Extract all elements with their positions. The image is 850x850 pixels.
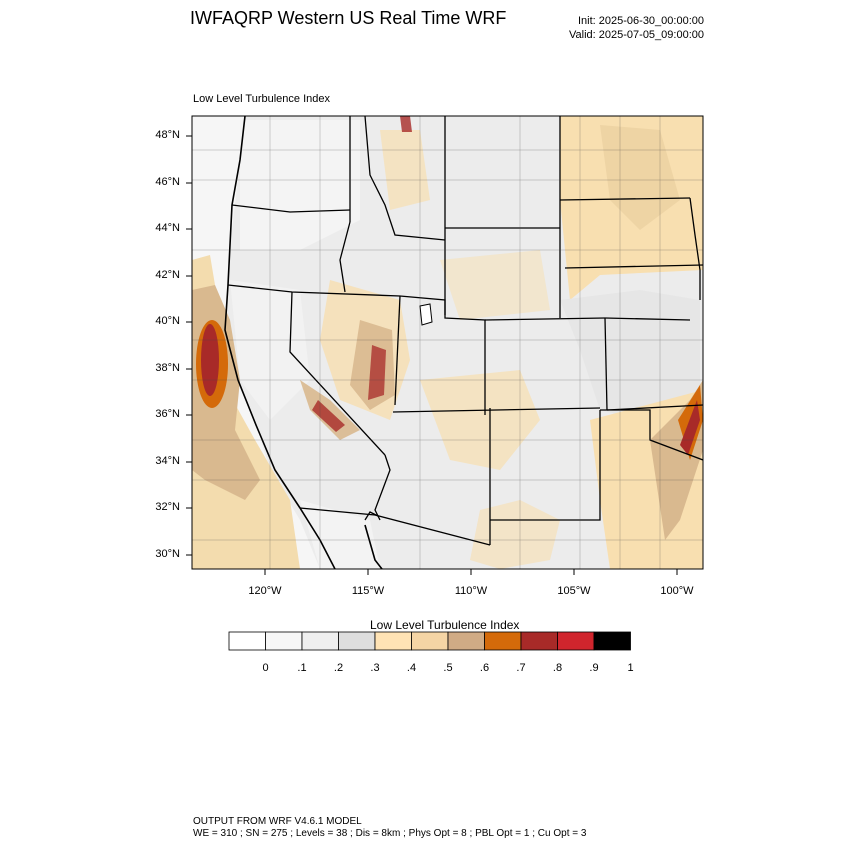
- county-borders: [192, 116, 703, 569]
- colorbar-swatch: [301, 631, 339, 651]
- run-times: Init: 2025-06-30_00:00:00 Valid: 2025-07…: [569, 14, 704, 42]
- lon-label: 115°W: [351, 585, 385, 597]
- lat-label: 38°N: [155, 362, 180, 374]
- lon-label: 105°W: [557, 585, 591, 597]
- colorbar-label: .3: [370, 662, 380, 674]
- model-config: WE = 310 ; SN = 275 ; Levels = 38 ; Dis …: [193, 828, 587, 839]
- model-version: OUTPUT FROM WRF V4.6.1 MODEL: [193, 816, 362, 827]
- colorbar-swatch: [520, 631, 558, 651]
- colorbar-swatch: [338, 631, 376, 651]
- colorbar-label: .7: [516, 662, 526, 674]
- lat-label: 44°N: [155, 222, 180, 234]
- colorbar-swatch: [484, 631, 522, 651]
- lat-label: 30°N: [155, 548, 180, 560]
- colorbar-label: .4: [406, 662, 417, 674]
- plot-subtitle: Low Level Turbulence Index: [193, 93, 330, 105]
- colorbar-label: .8: [552, 662, 563, 674]
- colorbar-swatch: [228, 631, 266, 651]
- colorbar: [228, 631, 631, 651]
- lon-ticks: [264, 569, 678, 575]
- colorbar-swatch: [374, 631, 412, 651]
- colorbar-label: 1: [627, 662, 634, 674]
- lat-ticks: [186, 135, 192, 556]
- map-frame: [191, 115, 704, 570]
- colorbar-swatch: [265, 631, 303, 651]
- colorbar-swatch: [411, 631, 449, 651]
- lon-label: 100°W: [660, 585, 694, 597]
- lat-label: 48°N: [155, 129, 180, 141]
- colorbar-label: .6: [479, 662, 490, 674]
- init-time: Init: 2025-06-30_00:00:00: [578, 15, 704, 27]
- model-info: OUTPUT FROM WRF V4.6.1 MODEL WE = 310 ; …: [193, 816, 586, 840]
- lat-label: 36°N: [155, 408, 180, 420]
- lat-label: 32°N: [155, 501, 180, 513]
- lat-label: 34°N: [155, 455, 180, 467]
- colorbar-label: .1: [297, 662, 307, 674]
- lat-label: 42°N: [155, 269, 180, 281]
- colorbar-swatch: [557, 631, 595, 651]
- colorbar-title: Low Level Turbulence Index: [370, 618, 520, 632]
- lat-label: 40°N: [155, 315, 180, 327]
- lon-label: 110°W: [454, 585, 488, 597]
- lat-label: 46°N: [155, 176, 180, 188]
- colorbar-label: .5: [443, 662, 453, 674]
- colorbar-label: 0: [262, 662, 269, 674]
- colorbar-swatch: [447, 631, 485, 651]
- valid-time: Valid: 2025-07-05_09:00:00: [569, 29, 704, 41]
- colorbar-label: .9: [589, 662, 599, 674]
- map-field: [192, 116, 703, 569]
- colorbar-swatch: [593, 631, 631, 651]
- chart-title: IWFAQRP Western US Real Time WRF: [190, 8, 507, 28]
- colorbar-label: .2: [333, 662, 344, 674]
- state-borders: [224, 116, 703, 569]
- lon-label: 120°W: [248, 585, 282, 597]
